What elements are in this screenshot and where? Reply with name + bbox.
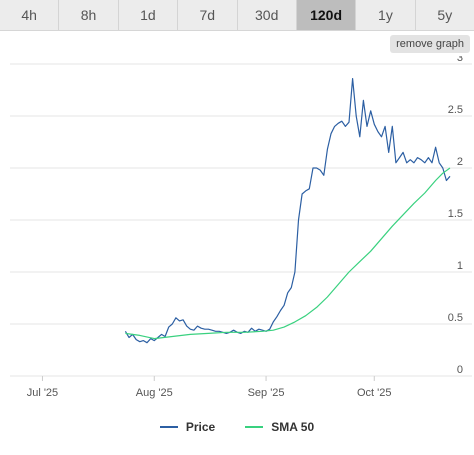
y-tick-label: 1 xyxy=(457,260,463,272)
y-tick-label: 1.5 xyxy=(448,208,463,220)
y-tick-label: 3 xyxy=(457,56,463,64)
legend-swatch-price xyxy=(159,426,178,428)
tab-30d[interactable]: 30d xyxy=(238,0,297,30)
x-tick-label: Jul '25 xyxy=(27,387,58,399)
tab-1d[interactable]: 1d xyxy=(119,0,179,30)
y-tick-label: 0.5 xyxy=(448,312,463,324)
grid-lines xyxy=(10,63,472,377)
legend-label-sma: SMA 50 xyxy=(271,420,315,434)
tab-8h[interactable]: 8h xyxy=(59,0,119,30)
y-tick-label: 2 xyxy=(457,156,463,168)
tab-5y[interactable]: 5y xyxy=(437,7,453,23)
tab-7d[interactable]: 7d xyxy=(178,0,238,30)
series-lines xyxy=(124,78,451,344)
series-line-price xyxy=(124,78,451,344)
x-tick-label: Aug '25 xyxy=(136,387,173,399)
tab-4h[interactable]: 4h xyxy=(0,0,60,30)
y-axis-ticks: 0 0.5 1 1.5 2 2.5 3 xyxy=(448,56,463,376)
price-chart: 0 0.5 1 1.5 2 2.5 3 Jul '25 Aug '25 Sep '25 Oct '… xyxy=(10,56,472,399)
range-tabs: 4h 8h 1d 7d 30d 120d 1y 5y xyxy=(0,0,474,31)
tab-1y[interactable]: 1y xyxy=(356,0,416,30)
remove-graph-button[interactable]: remove graph xyxy=(390,35,470,53)
legend-item-price[interactable]: Price xyxy=(159,420,216,434)
x-tick-label: Oct '25 xyxy=(357,387,392,399)
y-tick-label: 2.5 xyxy=(448,104,463,116)
legend-swatch-sma xyxy=(245,426,264,428)
legend-item-sma[interactable]: SMA 50 xyxy=(245,420,314,434)
legend: Price SMA 50 xyxy=(0,420,474,434)
tab-120d[interactable]: 120d xyxy=(296,0,357,30)
y-tick-label: 0 xyxy=(457,364,463,376)
series-line-sma xyxy=(125,167,451,340)
legend-label-price: Price xyxy=(185,420,216,434)
x-axis-ticks: Jul '25 Aug '25 Sep '25 Oct '25 xyxy=(27,376,392,399)
x-tick-label: Sep '25 xyxy=(248,387,285,399)
